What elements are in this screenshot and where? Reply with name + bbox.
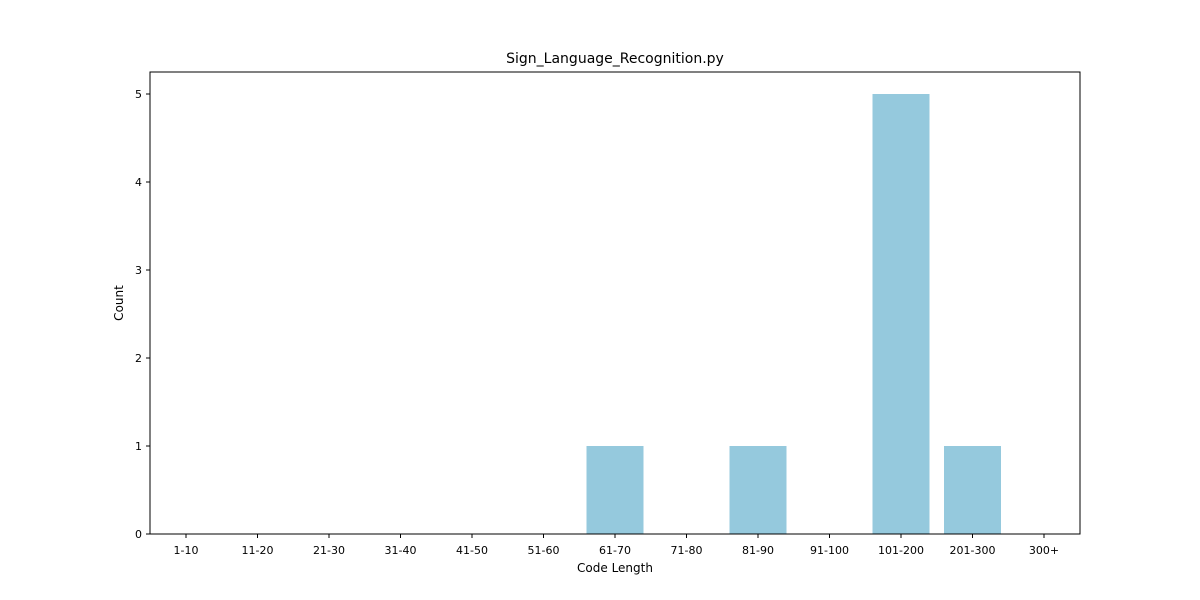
x-tick-label: 300+ [1029, 544, 1059, 557]
x-tick-label: 71-80 [671, 544, 703, 557]
x-tick-label: 61-70 [599, 544, 631, 557]
x-tick-label: 101-200 [878, 544, 924, 557]
bars-group [586, 94, 1001, 534]
bar-81-90 [729, 446, 787, 534]
y-axis: 0 1 2 3 4 5 [135, 88, 150, 541]
bar-201-300 [944, 446, 1001, 534]
y-tick-label: 3 [135, 264, 142, 277]
y-tick-label: 2 [135, 352, 142, 365]
x-axis-label: Code Length [577, 561, 653, 575]
y-tick-label: 5 [135, 88, 142, 101]
x-tick-label: 91-100 [810, 544, 849, 557]
x-tick-label: 51-60 [528, 544, 560, 557]
chart-title: Sign_Language_Recognition.py [506, 51, 724, 67]
y-axis-label: Count [112, 285, 126, 321]
y-tick-label: 1 [135, 440, 142, 453]
x-tick-label: 11-20 [242, 544, 274, 557]
x-tick-label: 21-30 [313, 544, 345, 557]
x-tick-label: 31-40 [385, 544, 417, 557]
x-axis: 1-10 11-20 21-30 31-40 41-50 51-60 61-70 71-80 8… [174, 534, 1059, 557]
y-tick-label: 0 [135, 528, 142, 541]
bar-61-70 [586, 446, 644, 534]
x-tick-label: 81-90 [742, 544, 774, 557]
y-tick-label: 4 [135, 176, 142, 189]
x-tick-label: 201-300 [950, 544, 996, 557]
bar-101-200 [872, 94, 930, 534]
x-tick-label: 1-10 [174, 544, 199, 557]
x-tick-label: 41-50 [456, 544, 488, 557]
